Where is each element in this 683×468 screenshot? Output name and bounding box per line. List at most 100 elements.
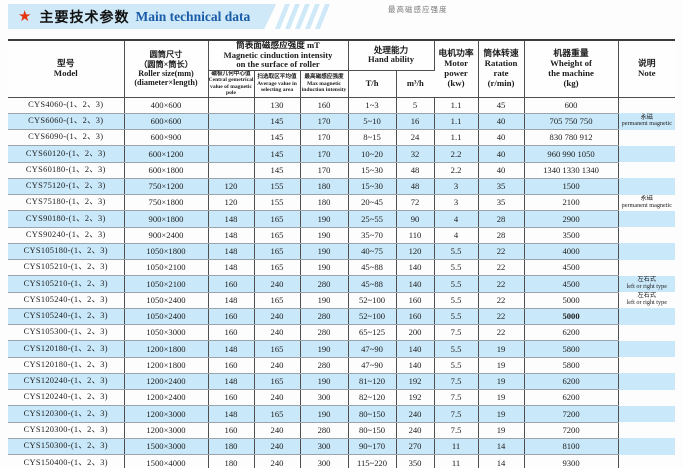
cell-size: 1050×3000: [124, 324, 209, 342]
cell-note: [618, 97, 675, 113]
table-row: CYS75180-(1、2、3) 750×1800 120 155 180 20~45 72…: [8, 194, 675, 212]
cell-size: 900×2400: [124, 227, 209, 244]
cell-model: CYS150400-(1、2、3): [8, 454, 125, 468]
table-row: CYS105180-(1、2、3) 1050×1800 148 165 190 40~75…: [8, 243, 676, 261]
table-row: CYS105240-(1、2、3) 1050×2400 160 240 280 52~10…: [8, 308, 676, 326]
floating-caption: 最高磁感应强度: [388, 5, 448, 14]
cell-th: 52~100: [348, 308, 397, 326]
cell-note: [618, 178, 676, 195]
cell-size: 600×900: [124, 129, 209, 147]
cell-central: 148: [208, 373, 255, 391]
cell-power: 11: [434, 454, 479, 468]
cell-max: 190: [300, 340, 349, 358]
cell-average: 240: [254, 324, 301, 342]
cell-size: 1200×1800: [124, 357, 209, 374]
cell-model: CYS90180-(1、2、3): [8, 210, 125, 228]
cell-power: 3: [434, 194, 479, 212]
cell-average: 240: [254, 454, 301, 468]
section-title-zh: 主要技术参数: [39, 8, 130, 25]
cell-power: 11: [434, 438, 479, 456]
cell-note: [618, 210, 676, 228]
cell-note: [618, 405, 676, 423]
cell-central: [208, 162, 255, 179]
table-header: 型号 Model 圆筒尺寸 （圆筒×筒长） Roller size(mm) (d…: [8, 41, 676, 98]
cell-th: 115~220: [348, 454, 397, 468]
star-icon: ★: [18, 7, 32, 25]
table-row: CYS150400-(1、2、3) 1500×4000 180 240 300 115~2…: [8, 454, 675, 468]
cell-m3h: 72: [396, 194, 435, 212]
cell-rate: 40: [478, 129, 525, 147]
cell-th: 90~170: [348, 438, 397, 456]
cell-model: CYS4060-(1、2、3): [8, 97, 125, 114]
cell-average: 155: [254, 194, 301, 212]
cell-rate: 35: [478, 178, 525, 196]
table-row: CYS105300-(1、2、3) 1050×3000 160 240 280 65~12…: [8, 324, 675, 342]
table-row: CYS6060-(1、2、3) 600×600 145 170 5~10 16 1.1 40 7…: [8, 113, 676, 131]
cell-weight: 2900: [524, 210, 619, 228]
cell-average: 240: [254, 389, 301, 407]
table-row: CYS6090-(1、2、3) 600×900 145 170 8~15 24 1.1 40 8…: [8, 129, 675, 147]
cell-model: CYS75120-(1、2、3): [8, 178, 125, 196]
cell-central: 148: [208, 292, 255, 309]
cell-average: 130: [254, 97, 301, 114]
cell-th: 81~120: [348, 373, 397, 391]
cell-rate: 40: [478, 145, 525, 163]
cell-note: [618, 130, 675, 146]
cell-note: [618, 325, 675, 341]
cell-note: [618, 455, 675, 468]
cell-max: 280: [300, 324, 349, 342]
col-header-max-value: 最高磁感应强度 Max magnetic induction intensity: [300, 70, 349, 98]
cell-size: 1200×2400: [124, 373, 209, 391]
cell-central: 148: [208, 259, 255, 277]
cell-max: 190: [300, 227, 349, 244]
cell-rate: 28: [478, 210, 525, 228]
table-row: CYS4060-(1、2、3) 400×600 130 160 1~3 5 1.1 45 600: [8, 97, 675, 114]
cell-power: 7.5: [434, 405, 479, 423]
cell-power: 5.5: [434, 340, 479, 358]
cell-rate: 19: [478, 405, 525, 423]
cell-max: 190: [300, 292, 349, 309]
cell-model: CYS105180-(1、2、3): [8, 243, 125, 261]
cell-m3h: 24: [396, 129, 435, 147]
table-row: CYS150300-(1、2、3) 1500×3000 180 240 300 90~17…: [8, 438, 676, 456]
cell-max: 190: [300, 243, 349, 261]
table-row: CYS60180-(1、2、3) 600×1800 145 170 15~30 48 2.2…: [8, 162, 675, 179]
cell-rate: 40: [478, 162, 525, 179]
cell-note: [618, 243, 676, 260]
cell-weight: 4500: [524, 275, 619, 293]
cell-m3h: 240: [396, 422, 435, 439]
cell-central: 160: [208, 308, 255, 326]
cell-max: 300: [300, 389, 349, 407]
cell-max: 190: [300, 405, 349, 423]
cell-model: CYS120240-(1、2、3): [8, 389, 125, 407]
cell-th: 40~75: [348, 243, 397, 261]
cell-max: 170: [300, 162, 349, 179]
cell-th: 1~3: [348, 97, 397, 114]
cell-th: 45~88: [348, 259, 397, 277]
cell-average: 165: [254, 373, 301, 391]
col-header-note: 说明 Note: [618, 41, 676, 98]
cell-th: 5~10: [348, 113, 397, 131]
cell-m3h: 240: [396, 405, 435, 423]
cell-average: 145: [254, 129, 301, 147]
cell-central: 180: [208, 438, 255, 456]
cell-average: 165: [254, 210, 301, 228]
cell-note: [618, 308, 676, 325]
cell-model: CYS120300-(1、2、3): [8, 405, 125, 423]
section-title-en: Main technical data: [135, 8, 251, 24]
cell-power: 7.5: [434, 373, 479, 391]
cell-size: 1500×3000: [124, 438, 209, 456]
cell-note: 永磁 permanent magnetic: [621, 194, 672, 209]
cell-m3h: 140: [396, 275, 435, 293]
cell-weight: 5000: [524, 292, 619, 309]
cell-note: [618, 162, 675, 178]
cell-th: 8~15: [348, 129, 397, 147]
cell-size: 600×600: [124, 113, 209, 131]
cell-note: [618, 357, 675, 373]
table-row: CYS60120-(1、2、3) 600×1200 145 170 10~20 32 2.2…: [8, 145, 676, 163]
cell-size: 1200×2400: [124, 389, 209, 407]
cell-average: 165: [254, 227, 301, 244]
cell-max: 280: [300, 308, 349, 326]
cell-th: 20~45: [348, 194, 397, 212]
cell-central: 160: [208, 389, 255, 407]
